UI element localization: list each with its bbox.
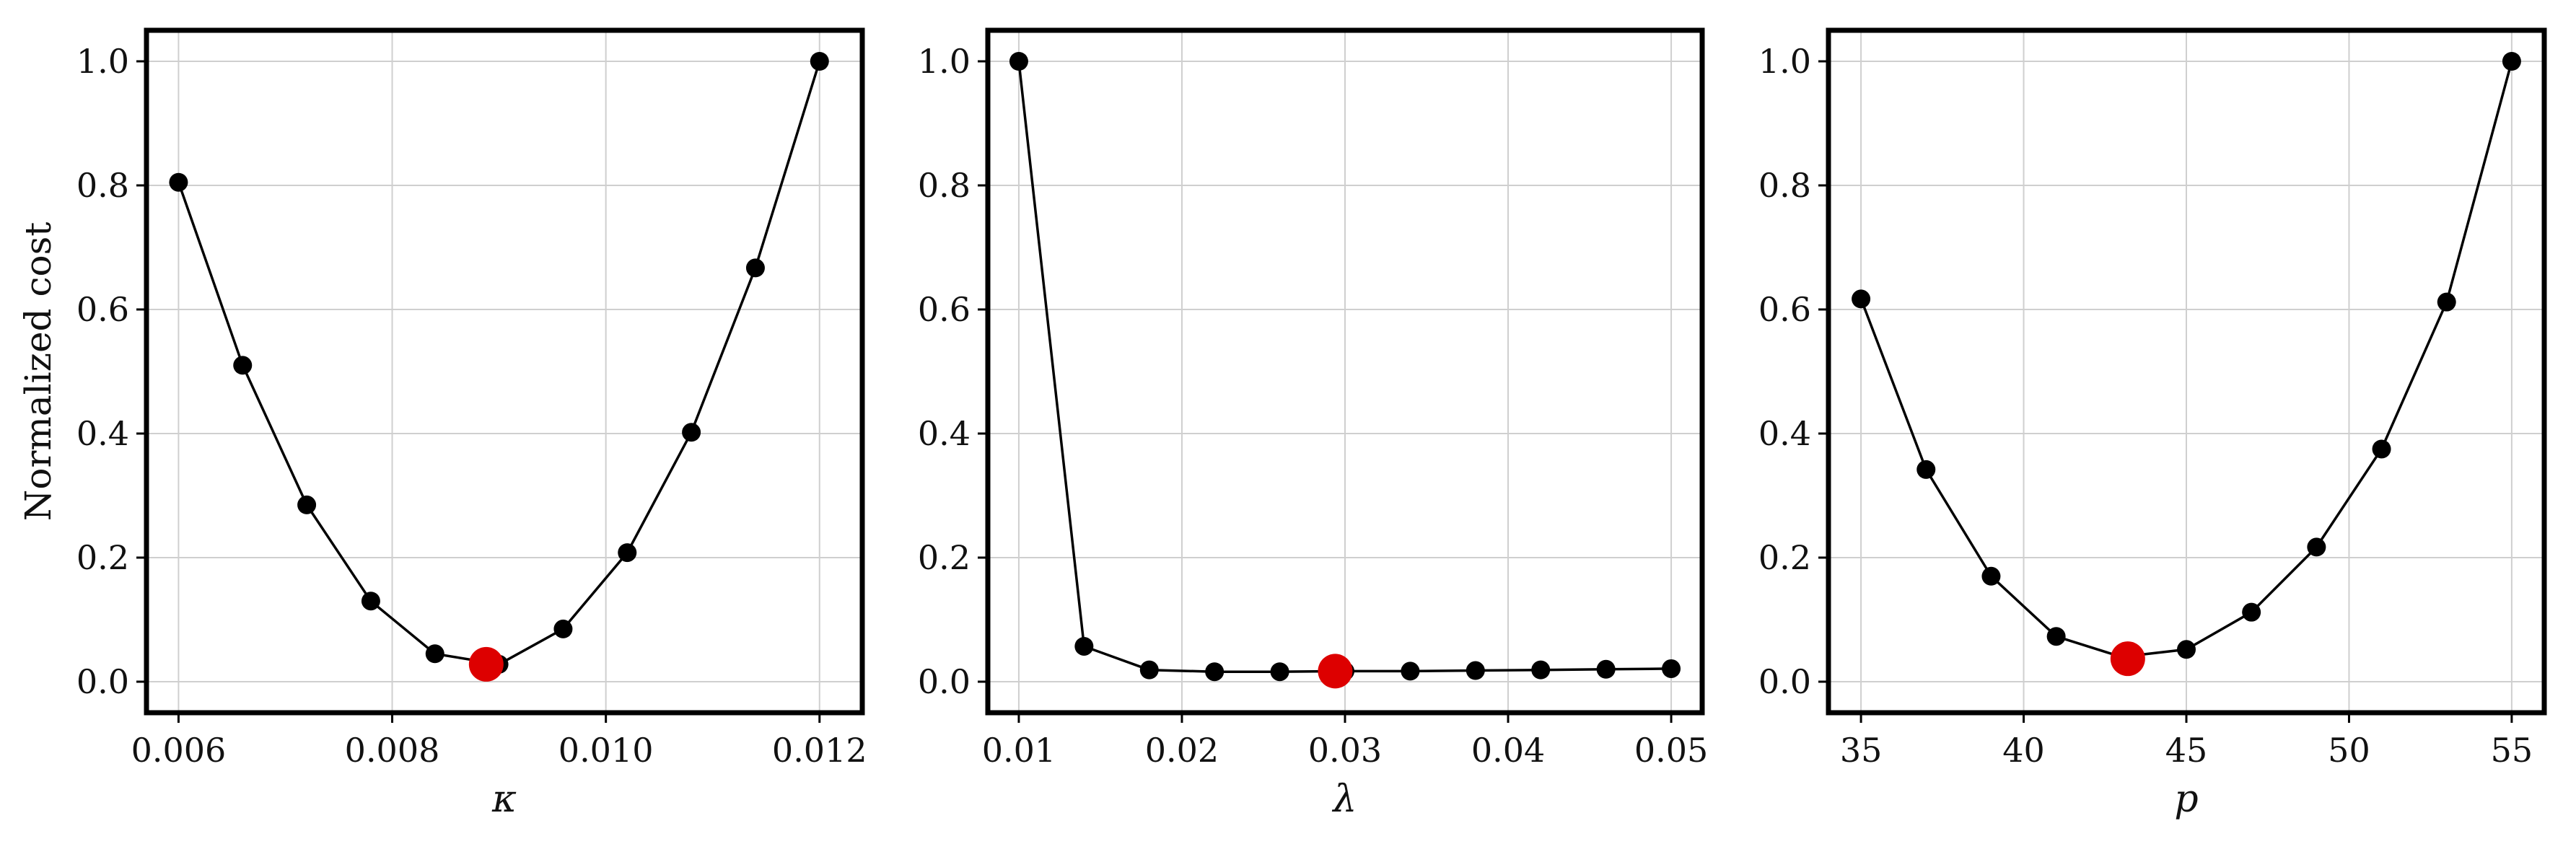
data-point: [169, 172, 188, 192]
optimum-marker: [468, 646, 504, 682]
data-point: [2437, 292, 2456, 312]
y-tick-label: 0.2: [918, 538, 971, 577]
y-tick-label: 1.0: [1758, 42, 1811, 81]
data-point: [618, 543, 637, 563]
x-tick-label: 40: [2002, 731, 2045, 770]
data-point: [297, 495, 317, 514]
x-axis-label: p: [2174, 778, 2198, 821]
y-tick-label: 0.6: [76, 290, 129, 329]
x-tick-label: 0.04: [1471, 731, 1545, 770]
y-tick-label: 1.0: [918, 42, 971, 81]
data-point: [425, 644, 444, 664]
axes-frame: [1826, 27, 2547, 716]
data-point: [1596, 659, 1616, 679]
x-tick-label: 0.03: [1308, 731, 1382, 770]
y-tick-label: 0.8: [1758, 166, 1811, 205]
x-tick-label: 0.008: [345, 731, 440, 770]
data-point: [1466, 661, 1485, 680]
optimum-marker: [2110, 641, 2145, 677]
data-point: [2177, 640, 2196, 659]
y-tick-label: 1.0: [76, 42, 129, 81]
x-axis-label: λ: [1332, 778, 1357, 821]
panel-2: 0.01 0.02 0.03 0.04 0.05 0.0 0.2 0.4 0.6 0.8 1.0 λ: [918, 27, 1708, 821]
data-point: [2046, 627, 2066, 646]
panel-3: 35 40 45 50 55 0.0 0.2 0.4 0.6 0.8 1.0 p: [1758, 27, 2547, 821]
data-point: [682, 423, 701, 442]
data-point: [1981, 566, 2001, 586]
data-point: [553, 619, 573, 638]
x-tick-label: 0.05: [1634, 731, 1708, 770]
x-tick-label: 35: [1840, 731, 1883, 770]
data-point: [2307, 537, 2326, 557]
data-point: [1205, 662, 1225, 682]
y-tick-label: 0.4: [1758, 414, 1811, 453]
axes-frame: [144, 27, 865, 716]
y-tick-label: 0.0: [918, 662, 971, 701]
data-point: [1916, 460, 1936, 479]
x-tick-label: 50: [2328, 731, 2370, 770]
x-tick-label: 0.006: [131, 731, 227, 770]
data-point: [1852, 289, 1871, 309]
y-tick-label: 0.0: [1758, 662, 1811, 701]
data-point: [810, 52, 829, 71]
y-tick-label: 0.8: [76, 166, 129, 205]
y-tick-label: 0.4: [918, 414, 971, 453]
panel-1: 0.006 0.008 0.010 0.012 0.0 0.2 0.4 0.6 0.8 1.0 κ N…: [17, 27, 867, 821]
x-tick-label: 0.01: [982, 731, 1056, 770]
data-point: [361, 592, 380, 611]
x-tick-label: 0.010: [558, 731, 654, 770]
data-point: [1531, 660, 1551, 680]
data-point: [1401, 661, 1420, 681]
x-tick-label: 55: [2491, 731, 2533, 770]
data-point: [1139, 660, 1159, 680]
y-tick-label: 0.2: [76, 538, 129, 577]
data-point: [1270, 662, 1289, 682]
data-point: [2242, 602, 2261, 622]
data-point: [1662, 659, 1681, 678]
series-line: [177, 61, 821, 666]
data-point: [1009, 52, 1028, 71]
y-tick-label: 0.2: [1758, 538, 1811, 577]
data-point: [2502, 52, 2521, 71]
y-tick-label: 0.6: [1758, 290, 1811, 329]
data-point: [745, 258, 765, 278]
y-tick-label: 0.8: [918, 166, 971, 205]
x-axis-label: κ: [491, 778, 517, 821]
y-tick-label: 0.6: [918, 290, 971, 329]
data-point: [2372, 439, 2391, 459]
axes-frame: [985, 27, 1705, 716]
optimum-marker: [1318, 654, 1353, 689]
y-tick-label: 0.0: [76, 662, 129, 701]
data-point: [1074, 636, 1094, 656]
x-tick-label: 0.012: [772, 731, 867, 770]
x-tick-label: 45: [2165, 731, 2208, 770]
x-tick-label: 0.02: [1145, 731, 1219, 770]
y-axis-label: Normalized cost: [17, 222, 59, 522]
y-tick-label: 0.4: [76, 414, 129, 453]
data-point: [233, 356, 253, 375]
